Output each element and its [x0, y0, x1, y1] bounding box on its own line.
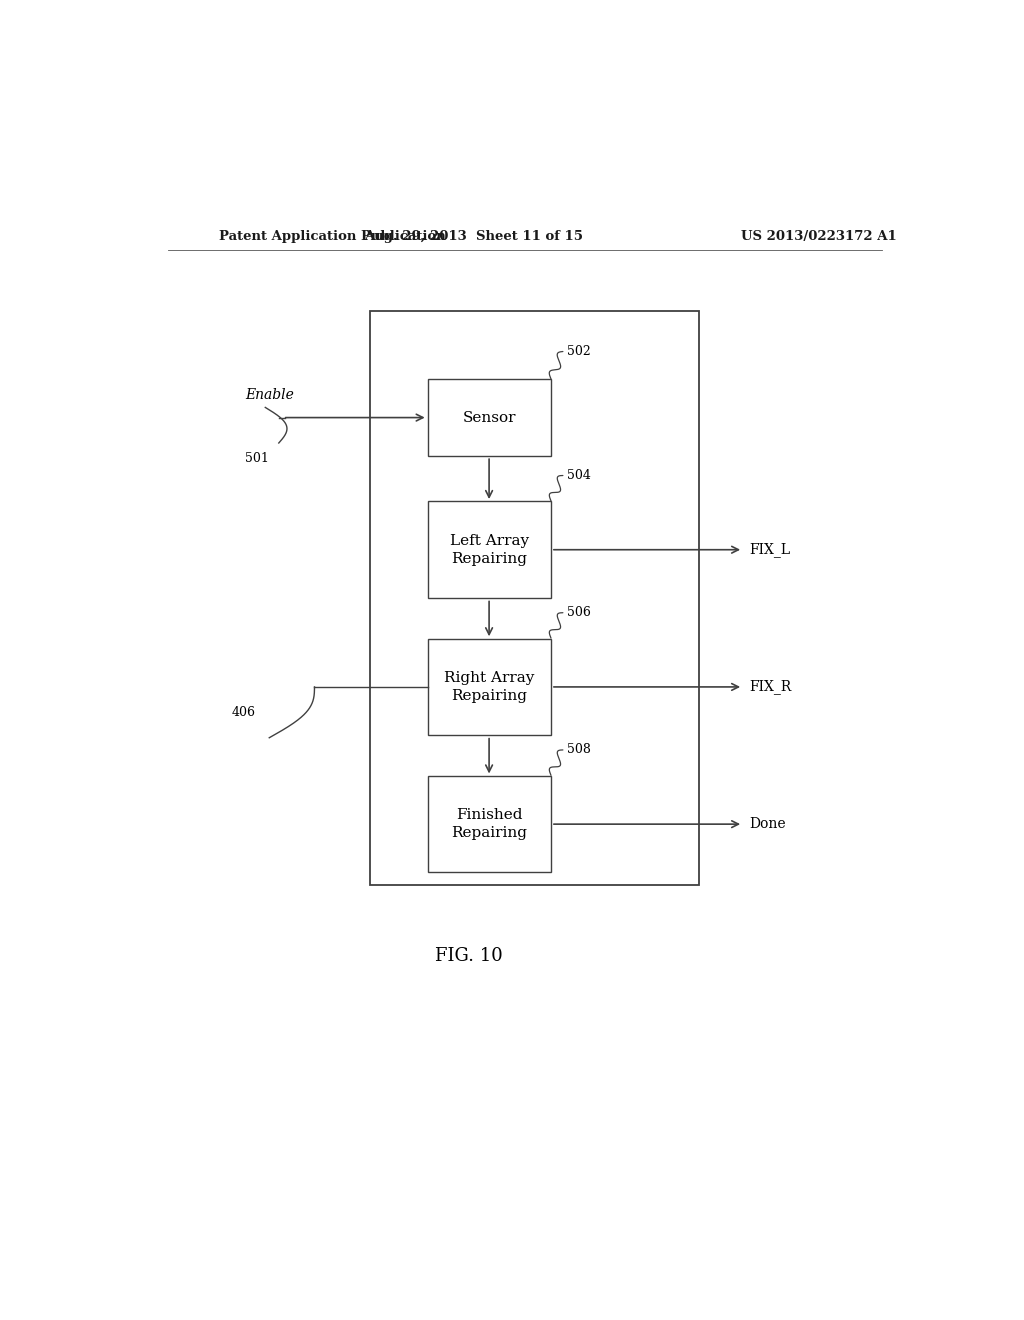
Text: 506: 506	[567, 606, 591, 619]
Text: Finished
Repairing: Finished Repairing	[452, 808, 527, 841]
Bar	[428, 379, 551, 455]
Bar	[428, 639, 551, 735]
Text: Done: Done	[750, 817, 786, 832]
Text: FIX_R: FIX_R	[750, 680, 792, 694]
Text: Sensor: Sensor	[463, 411, 516, 425]
Text: Right Array
Repairing: Right Array Repairing	[443, 671, 535, 704]
Text: FIG. 10: FIG. 10	[435, 948, 503, 965]
Text: Patent Application Publication: Patent Application Publication	[219, 230, 446, 243]
Text: 502: 502	[567, 345, 591, 358]
Text: 504: 504	[567, 469, 591, 482]
Text: 508: 508	[567, 743, 591, 756]
Text: 501: 501	[246, 451, 269, 465]
Bar	[370, 312, 699, 886]
Text: 406: 406	[231, 706, 255, 719]
Text: US 2013/0223172 A1: US 2013/0223172 A1	[740, 230, 896, 243]
Text: FIX_L: FIX_L	[750, 543, 791, 557]
Bar	[428, 502, 551, 598]
Text: Left Array
Repairing: Left Array Repairing	[450, 533, 528, 566]
Text: Enable: Enable	[246, 388, 294, 403]
Bar	[428, 776, 551, 873]
Text: Aug. 29, 2013  Sheet 11 of 15: Aug. 29, 2013 Sheet 11 of 15	[364, 230, 583, 243]
